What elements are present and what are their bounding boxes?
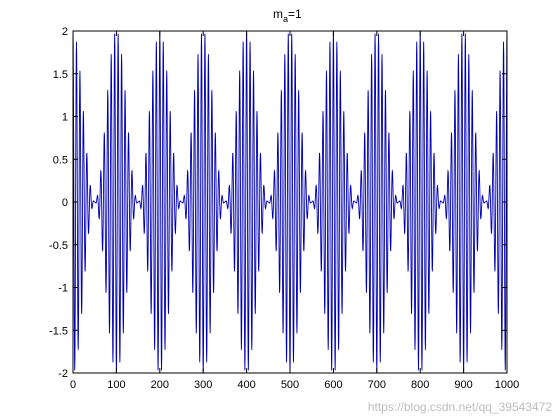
x-tick-label: 0 (70, 379, 76, 391)
x-tick-label: 700 (368, 379, 386, 391)
x-tick-label: 400 (237, 379, 255, 391)
ticks-layer: 0 100 200 300 400 500 600 700 800 900 1000 2 1.5 1 0.5… (49, 26, 519, 391)
chart-title-rest: =1 (288, 7, 302, 21)
y-tick-label: 2 (62, 26, 68, 38)
chart-title-main: m (273, 7, 283, 21)
y-tick-label: 0.5 (53, 154, 68, 166)
y-tick-label: -2 (58, 368, 68, 380)
watermark-text: https://blog.csdn.net/qq_39543472 (368, 400, 552, 414)
y-tick-label: -1 (58, 283, 68, 295)
x-tick-label: 600 (324, 379, 342, 391)
x-tick-label: 1000 (495, 379, 519, 391)
y-tick-label: 1 (62, 112, 68, 124)
y-tick-label: 0 (62, 197, 68, 209)
y-tick-label: -1.5 (49, 325, 68, 337)
x-tick-label: 300 (194, 379, 212, 391)
x-tick-label: 200 (151, 379, 169, 391)
x-tick-label: 100 (107, 379, 125, 391)
y-tick-label: -0.5 (49, 240, 68, 252)
x-tick-label: 800 (411, 379, 429, 391)
chart-title-subscript: a (283, 14, 288, 24)
x-tick-label: 900 (454, 379, 472, 391)
chart-title: ma=1 (273, 7, 302, 24)
x-tick-label: 500 (281, 379, 299, 391)
y-tick-label: 1.5 (53, 69, 68, 81)
